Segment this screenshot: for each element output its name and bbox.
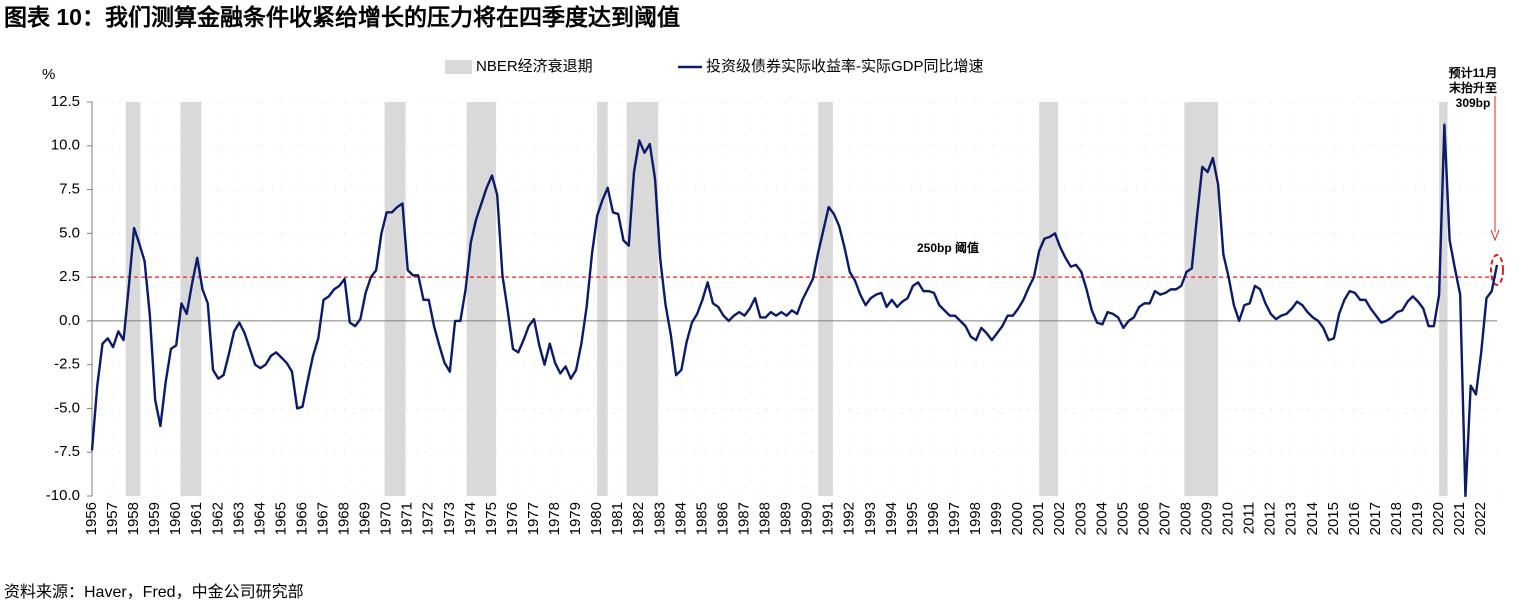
x-tick-label: 1973 — [441, 502, 458, 535]
x-tick-label: 2000 — [1009, 502, 1026, 535]
annotation: 预计11月 — [1449, 65, 1498, 80]
x-tick-label: 1975 — [483, 502, 500, 535]
x-tick-label: 2012 — [1262, 502, 1279, 535]
x-tick-label: 1956 — [83, 502, 100, 535]
x-tick-label: 1959 — [146, 502, 163, 535]
x-tick-label: 1965 — [272, 502, 289, 535]
recession-band — [125, 102, 141, 496]
source: 资料来源：Haver，Fred，中金公司研究部 — [4, 583, 304, 601]
x-tick-label: 2018 — [1388, 502, 1405, 535]
legend-label: 投资级债券实际收益率-实际GDP同比增速 — [706, 58, 984, 75]
x-tick-label: 2006 — [1135, 502, 1152, 535]
x-tick-label: 2001 — [1030, 502, 1047, 535]
y-tick-label: 12.5 — [51, 93, 80, 110]
x-tick-label: 2002 — [1051, 502, 1068, 535]
x-tick-label: 1988 — [757, 502, 774, 535]
x-tick-label: 1995 — [904, 502, 921, 535]
x-tick-label: 1984 — [672, 502, 689, 535]
x-tick-label: 2004 — [1093, 502, 1110, 535]
x-tick-label: 2022 — [1472, 502, 1489, 535]
x-tick-label: 2007 — [1156, 502, 1173, 535]
x-tick-label: 1981 — [609, 502, 626, 535]
recession-band — [180, 102, 202, 496]
legend-swatch — [445, 60, 472, 74]
x-tick-label: 1977 — [525, 502, 542, 535]
x-tick-label: 2010 — [1220, 502, 1237, 535]
x-tick-label: 1963 — [230, 502, 247, 535]
x-tick-label: 1958 — [125, 502, 142, 535]
x-tick-label: 1987 — [735, 502, 752, 535]
y-tick-label: -10.0 — [46, 487, 80, 504]
x-tick-label: 2020 — [1430, 502, 1447, 535]
x-tick-label: 1962 — [209, 502, 226, 535]
recession-band — [466, 102, 497, 496]
x-tick-label: 2019 — [1409, 502, 1426, 535]
x-tick-label: 1998 — [967, 502, 984, 535]
forecast-circle — [1490, 254, 1504, 286]
x-tick-label: 2005 — [1114, 502, 1131, 535]
x-tick-label: 1966 — [293, 502, 310, 535]
annotation: 250bp 阈值 — [917, 240, 979, 255]
x-tick-label: 2011 — [1241, 502, 1258, 534]
x-tick-label: 1991 — [820, 502, 837, 535]
x-tick-label: 1996 — [925, 502, 942, 535]
x-tick-label: 2015 — [1325, 502, 1342, 535]
x-tick-label: 1976 — [504, 502, 521, 535]
x-tick-label: 1990 — [799, 502, 816, 535]
x-tick-label: 1982 — [630, 502, 647, 535]
recession-band — [818, 102, 833, 496]
x-tick-label: 2009 — [1199, 502, 1216, 535]
recession-band — [1439, 102, 1448, 496]
x-tick-label: 1999 — [988, 502, 1005, 535]
recession-band — [597, 102, 608, 496]
x-tick-label: 1972 — [420, 502, 437, 535]
x-tick-label: 1994 — [883, 502, 900, 535]
x-tick-label: 2021 — [1451, 502, 1468, 535]
x-tick-label: 1970 — [378, 502, 395, 535]
x-tick-label: 2017 — [1367, 502, 1384, 535]
y-tick-label: 0.0 — [59, 312, 80, 329]
x-tick-label: 1983 — [651, 502, 668, 535]
x-tick-label: 1980 — [588, 502, 605, 535]
x-tick-label: 1989 — [778, 502, 795, 535]
annotation-arrowhead — [1490, 229, 1500, 242]
x-tick-label: 1968 — [336, 502, 353, 535]
x-tick-label: 1957 — [104, 502, 121, 535]
y-tick-label: 2.5 — [59, 268, 80, 285]
legend-label: NBER经济衰退期 — [476, 58, 593, 75]
y-tick-label: 10.0 — [51, 137, 80, 154]
x-tick-label: 1992 — [841, 502, 858, 535]
x-tick-label: 1964 — [251, 502, 268, 535]
x-tick-label: 1967 — [315, 502, 332, 535]
x-tick-label: 1969 — [357, 502, 374, 535]
x-tick-label: 1979 — [567, 502, 584, 535]
y-tick-label: 5.0 — [59, 224, 80, 241]
annotation: 309bp — [1456, 96, 1491, 110]
x-tick-label: 1971 — [399, 502, 416, 535]
x-tick-label: 2013 — [1283, 502, 1300, 535]
x-tick-label: 1997 — [946, 502, 963, 535]
x-tick-label: 2016 — [1346, 502, 1363, 535]
recession-band — [384, 102, 406, 496]
x-tick-label: 1961 — [188, 502, 205, 535]
y-tick-label: -7.5 — [54, 443, 80, 460]
x-tick-label: 1960 — [167, 502, 184, 535]
x-tick-label: 1985 — [693, 502, 710, 535]
x-tick-label: 2008 — [1178, 502, 1195, 535]
data-line — [90, 123, 1499, 498]
annotation: 末抬升至 — [1449, 80, 1497, 95]
x-tick-label: 1993 — [862, 502, 879, 535]
y-tick-label: -2.5 — [54, 356, 80, 373]
y-tick-label: 7.5 — [59, 181, 80, 198]
x-tick-label: 2014 — [1304, 502, 1321, 535]
x-tick-label: 1978 — [546, 502, 563, 535]
x-tick-label: 1986 — [714, 502, 731, 535]
chart-title: 图表 10：我们测算金融条件收紧给增长的压力将在四季度达到阈值 — [4, 4, 680, 30]
x-tick-label: 1974 — [462, 502, 479, 535]
y-unit: % — [42, 66, 55, 83]
recession-band — [1039, 102, 1059, 496]
x-tick-label: 2003 — [1072, 502, 1089, 535]
y-tick-label: -5.0 — [54, 399, 80, 416]
